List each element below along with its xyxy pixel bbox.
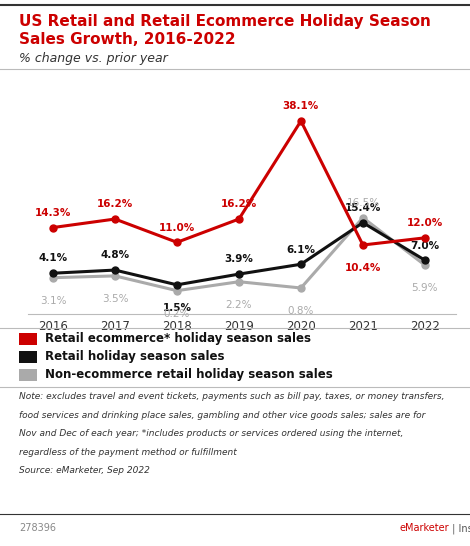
Text: 0.2%: 0.2% xyxy=(164,308,190,319)
Text: 1.5%: 1.5% xyxy=(163,303,191,313)
Text: 7.0%: 7.0% xyxy=(410,240,439,251)
Text: 15.4%: 15.4% xyxy=(345,203,381,213)
Text: 6.1%: 6.1% xyxy=(286,245,315,254)
Text: Source: eMarketer, Sep 2022: Source: eMarketer, Sep 2022 xyxy=(19,466,149,475)
Text: 4.1%: 4.1% xyxy=(39,253,68,264)
Text: US Retail and Retail Ecommerce Holiday Season: US Retail and Retail Ecommerce Holiday S… xyxy=(19,14,431,28)
Text: Note: excludes travel and event tickets, payments such as bill pay, taxes, or mo: Note: excludes travel and event tickets,… xyxy=(19,392,444,401)
Text: 16.2%: 16.2% xyxy=(97,199,133,209)
Text: food services and drinking place sales, gambling and other vice goods sales; sal: food services and drinking place sales, … xyxy=(19,411,425,419)
Text: Sales Growth, 2016-2022: Sales Growth, 2016-2022 xyxy=(19,32,235,46)
Text: % change vs. prior year: % change vs. prior year xyxy=(19,52,167,65)
Text: 3.5%: 3.5% xyxy=(102,294,128,304)
Text: eMarketer: eMarketer xyxy=(399,523,449,533)
Text: regardless of the payment method or fulfillment: regardless of the payment method or fulf… xyxy=(19,448,236,456)
Text: 3.9%: 3.9% xyxy=(225,254,253,264)
Text: 2.2%: 2.2% xyxy=(226,300,252,310)
Text: 3.1%: 3.1% xyxy=(40,296,66,306)
Text: 12.0%: 12.0% xyxy=(407,218,443,228)
Text: 0.8%: 0.8% xyxy=(288,306,314,316)
Text: | InsiderIntelligence.com: | InsiderIntelligence.com xyxy=(449,523,470,533)
Text: 5.9%: 5.9% xyxy=(412,283,438,293)
Text: 278396: 278396 xyxy=(19,523,56,533)
Text: 16.2%: 16.2% xyxy=(221,199,257,209)
Text: 10.4%: 10.4% xyxy=(345,263,381,273)
Text: 4.8%: 4.8% xyxy=(101,251,130,260)
Text: 38.1%: 38.1% xyxy=(283,101,319,111)
Text: 14.3%: 14.3% xyxy=(35,208,71,218)
Text: 11.0%: 11.0% xyxy=(159,223,195,233)
Text: Nov and Dec of each year; *includes products or services ordered using the inter: Nov and Dec of each year; *includes prod… xyxy=(19,429,403,438)
Text: Non-ecommerce retail holiday season sales: Non-ecommerce retail holiday season sale… xyxy=(45,368,332,381)
Text: Retail holiday season sales: Retail holiday season sales xyxy=(45,350,224,363)
Text: Retail ecommerce* holiday season sales: Retail ecommerce* holiday season sales xyxy=(45,332,311,345)
Text: 16.5%: 16.5% xyxy=(346,198,379,208)
